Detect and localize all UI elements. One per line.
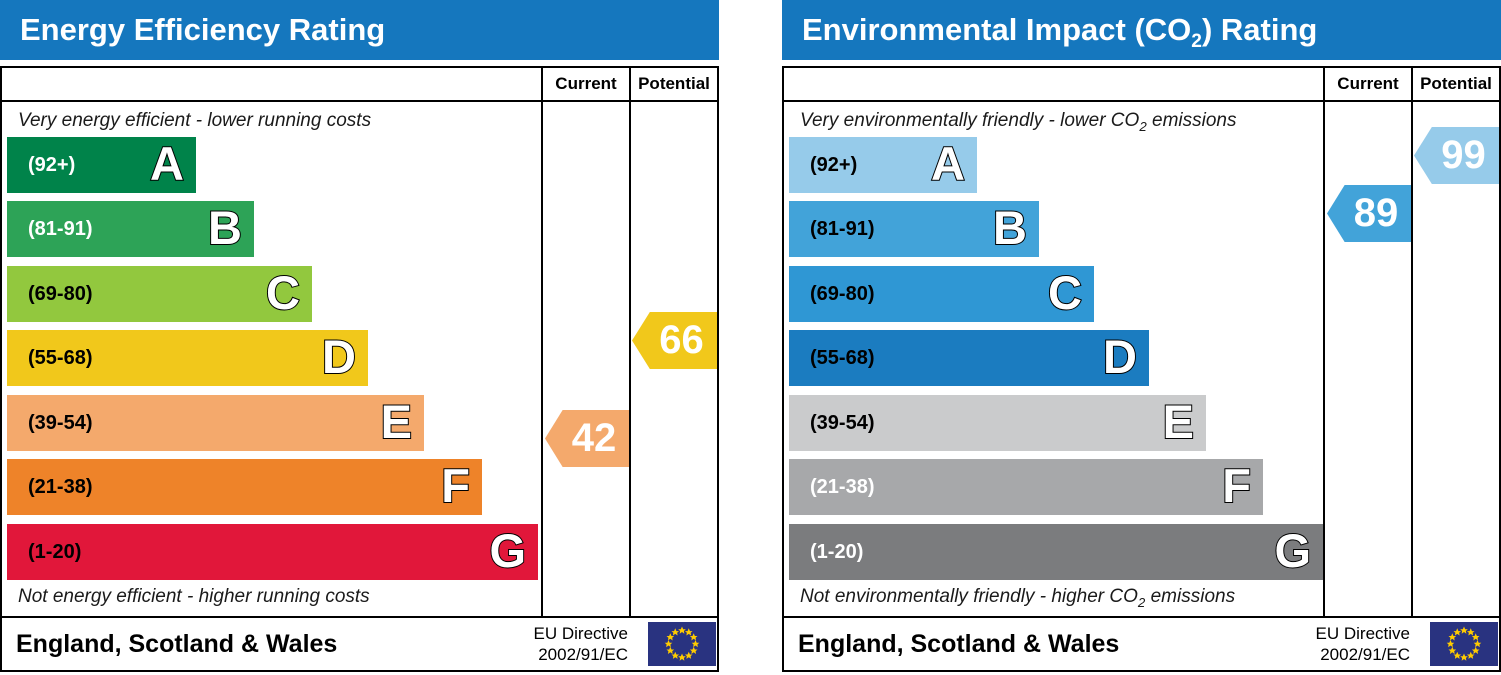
- note-text: Not environmentally friendly - higher CO: [800, 586, 1138, 607]
- panel-footer: England, Scotland & Wales EU Directive 2…: [782, 616, 1501, 672]
- band-row-d: (55-68) D: [7, 329, 368, 386]
- band-row-f: (21-38) F: [7, 458, 482, 515]
- band-letter: A: [930, 136, 966, 191]
- current-rating-value: 89: [1353, 191, 1399, 235]
- band-row-a: (92+) A: [789, 136, 977, 193]
- band-letter: C: [265, 265, 301, 320]
- column-header-potential: Potential: [1420, 74, 1492, 93]
- band-range-label: (69-80): [810, 283, 875, 305]
- eu-directive-label: EU Directive 2002/91/EC: [534, 623, 628, 665]
- band-letter: E: [1162, 394, 1195, 449]
- band-letter: A: [149, 136, 185, 191]
- band-row-c: (69-80) C: [7, 265, 312, 322]
- band-range-label: (21-38): [28, 476, 93, 498]
- note-subscript: 2: [1139, 118, 1147, 134]
- band-range-label: (1-20): [810, 541, 864, 563]
- title-text: Energy Efficiency Rating: [20, 12, 386, 47]
- band-letter: C: [1047, 265, 1083, 320]
- band-range-label: (55-68): [28, 347, 93, 369]
- top-note: Very energy efficient - lower running co…: [18, 110, 371, 134]
- band-row-g: (1-20) G: [789, 523, 1323, 580]
- eu-directive-line2: 2002/91/EC: [538, 645, 628, 664]
- bottom-note: Not environmentally friendly - higher CO…: [800, 586, 1235, 610]
- band-letter: F: [440, 458, 471, 513]
- note-subscript: 2: [1137, 594, 1146, 610]
- column-divider: [629, 68, 631, 616]
- band-range-label: (92+): [28, 154, 76, 176]
- note-text-post: emissions: [1145, 586, 1236, 607]
- eu-directive-line1: EU Directive: [533, 624, 628, 643]
- band-letter: D: [321, 329, 357, 384]
- note-text: Very environmentally friendly - lower CO: [800, 110, 1140, 131]
- note-text: Not energy efficient - higher running co…: [18, 586, 370, 607]
- band-range-label: (55-68): [810, 347, 875, 369]
- eu-directive-label: EU Directive 2002/91/EC: [1316, 623, 1410, 665]
- title-text: Environmental Impact (CO: [802, 12, 1192, 47]
- band-row-b: (81-91) B: [7, 200, 254, 257]
- band-range-label: (69-80): [28, 283, 93, 305]
- title-text-post: ) Rating: [1201, 12, 1318, 47]
- column-header-current: Current: [555, 74, 617, 93]
- region-label: England, Scotland & Wales: [798, 630, 1120, 658]
- band-row-e: (39-54) E: [789, 394, 1206, 451]
- band-row-d: (55-68) D: [789, 329, 1149, 386]
- current-rating-arrow: 89: [1327, 185, 1411, 242]
- band-letter: G: [1273, 523, 1312, 578]
- note-text-post: emissions: [1146, 110, 1237, 131]
- band-range-label: (39-54): [28, 412, 93, 434]
- potential-rating-value: 99: [1441, 133, 1486, 177]
- eu-directive-line2: 2002/91/EC: [1320, 645, 1410, 664]
- band-range-label: (81-91): [28, 218, 93, 240]
- column-divider: [1323, 68, 1325, 616]
- eu-flag-icon: [1430, 622, 1498, 666]
- energy-panel-title: Energy Efficiency Rating: [0, 0, 719, 60]
- band-letter: B: [992, 200, 1028, 255]
- band-letter: F: [1221, 458, 1252, 513]
- band-letter: G: [488, 523, 527, 578]
- column-divider: [541, 68, 543, 616]
- band-letter: D: [1102, 329, 1138, 384]
- eu-directive-line1: EU Directive: [1315, 624, 1410, 643]
- column-divider: [1411, 68, 1413, 616]
- environmental-panel-title: Environmental Impact (CO2) Rating: [782, 0, 1501, 60]
- header-row-divider: [2, 100, 717, 102]
- note-text: Very energy efficient - lower running co…: [18, 110, 372, 131]
- bottom-note: Not energy efficient - higher running co…: [18, 586, 370, 610]
- title-subscript: 2: [1191, 31, 1202, 53]
- potential-rating-arrow: 66: [632, 312, 717, 369]
- energy-rating-table: Current Potential Very energy efficient …: [0, 66, 719, 618]
- column-header-potential: Potential: [638, 74, 710, 93]
- band-row-e: (39-54) E: [7, 394, 424, 451]
- top-note: Very environmentally friendly - lower CO…: [800, 110, 1236, 134]
- panel-energy-efficiency: Energy Efficiency Rating Current Potenti…: [0, 0, 719, 675]
- band-letter: E: [380, 394, 413, 449]
- band-range-label: (1-20): [28, 541, 82, 563]
- region-label: England, Scotland & Wales: [16, 630, 338, 658]
- band-row-b: (81-91) B: [789, 200, 1039, 257]
- header-row-divider: [784, 100, 1499, 102]
- band-row-a: (92+) A: [7, 136, 196, 193]
- band-range-label: (81-91): [810, 218, 875, 240]
- eu-flag-icon: [648, 622, 716, 666]
- band-range-label: (92+): [810, 154, 858, 176]
- band-row-c: (69-80) C: [789, 265, 1094, 322]
- band-range-label: (21-38): [810, 476, 875, 498]
- current-rating-arrow: 42: [545, 410, 629, 467]
- band-row-g: (1-20) G: [7, 523, 538, 580]
- potential-rating-value: 66: [659, 318, 704, 362]
- panel-footer: England, Scotland & Wales EU Directive 2…: [0, 616, 719, 672]
- band-range-label: (39-54): [810, 412, 875, 434]
- potential-rating-arrow: 99: [1414, 127, 1499, 184]
- band-letter: B: [207, 200, 243, 255]
- column-header-current: Current: [1337, 74, 1399, 93]
- panel-environmental-impact: Environmental Impact (CO2) Rating Curren…: [782, 0, 1501, 675]
- environmental-rating-table: Current Potential Very environmentally f…: [782, 66, 1501, 618]
- current-rating-value: 42: [571, 416, 617, 460]
- band-row-f: (21-38) F: [789, 458, 1263, 515]
